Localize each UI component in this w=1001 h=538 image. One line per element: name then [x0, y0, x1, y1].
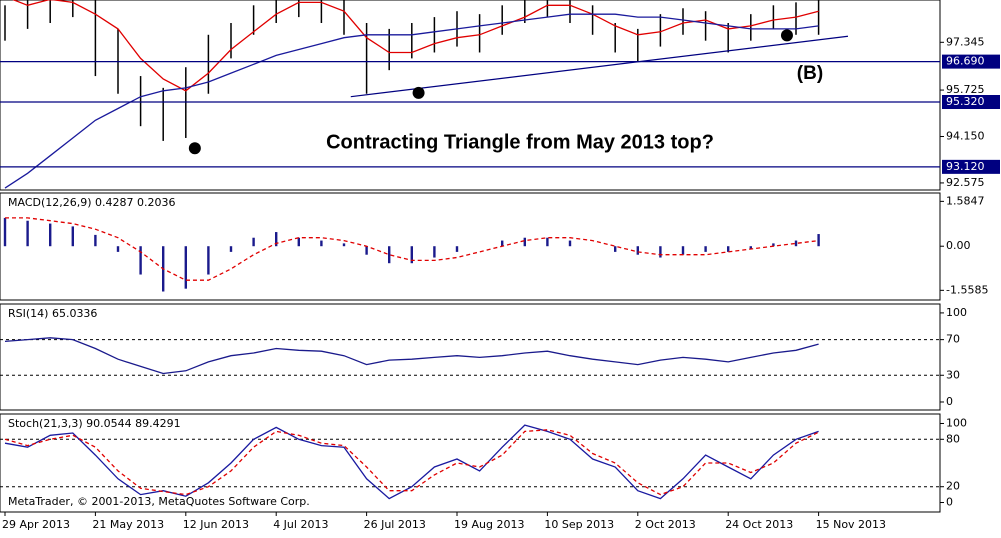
stoch-panel — [0, 413, 941, 513]
level-label: 96.690 — [946, 55, 985, 68]
histogram-bar — [704, 246, 707, 252]
footer: MetaTrader, © 2001-2013, MetaQuotes Soft… — [8, 495, 310, 508]
histogram-bar — [568, 240, 572, 247]
y-tick-label: 95.725 — [946, 83, 985, 96]
histogram-bar — [749, 246, 752, 250]
x-tick-label: 12 Jun 2013 — [183, 518, 249, 531]
y-tick-label: 70 — [946, 333, 960, 346]
histogram-bar — [501, 240, 504, 247]
histogram-bar — [794, 240, 798, 247]
series-line — [5, 217, 819, 281]
y-tick-label: 0.00 — [946, 239, 971, 252]
histogram-bar — [320, 240, 323, 247]
series-line — [4, 13, 819, 189]
annotation: Contracting Triangle from May 2013 top? — [326, 131, 714, 153]
y-tick-label: 92.575 — [946, 176, 985, 189]
x-tick-label: 26 Jul 2013 — [364, 518, 426, 531]
y-tick-label: 97.345 — [946, 35, 985, 48]
histogram-bar — [388, 246, 391, 264]
y-tick-label: 0 — [946, 496, 953, 509]
level-label-box — [942, 54, 1000, 69]
series-line — [4, 429, 819, 496]
histogram-bar — [433, 246, 436, 258]
histogram-bar — [455, 246, 459, 252]
panel-title: MACD(12,26,9) 0.4287 0.2036 — [8, 196, 176, 209]
histogram-bar — [614, 246, 617, 252]
x-tick-label: 15 Nov 2013 — [816, 518, 886, 531]
y-tick-label: 100 — [946, 306, 967, 319]
histogram-bar — [275, 232, 278, 247]
y-tick-label: 20 — [946, 480, 960, 493]
series-line — [4, 337, 819, 375]
histogram-bar — [116, 246, 120, 252]
histogram-bar — [49, 223, 52, 247]
histogram-bar — [817, 234, 820, 247]
x-tick-label: 10 Sep 2013 — [544, 518, 614, 531]
panel-title: Stoch(21,3,3) 90.0544 89.4291 — [8, 417, 181, 430]
histogram-bar — [365, 246, 368, 255]
pivot-marker — [412, 86, 425, 99]
level-label: 93.120 — [946, 160, 985, 173]
y-tick-label: 100 — [946, 416, 967, 429]
histogram-bar — [229, 246, 233, 252]
histogram-bar — [252, 237, 255, 247]
trendline — [350, 35, 849, 98]
y-tick-label: 80 — [946, 432, 960, 445]
pivot-marker — [188, 142, 201, 155]
level-label-box — [942, 95, 1000, 110]
y-tick-label: 30 — [946, 368, 960, 381]
histogram-bar — [636, 246, 639, 255]
histogram-bar — [139, 246, 142, 275]
histogram-bar — [772, 243, 775, 247]
histogram-bar — [523, 237, 526, 247]
x-tick-label: 24 Oct 2013 — [725, 518, 793, 531]
x-tick-label: 29 Apr 2013 — [2, 518, 70, 531]
histogram-bar — [727, 246, 730, 252]
histogram-bar — [659, 246, 662, 258]
price-panel — [0, 0, 941, 191]
histogram-bar — [410, 246, 413, 264]
panel-plot — [4, 0, 820, 189]
panel-plot — [3, 217, 820, 292]
histogram-bar — [546, 237, 549, 247]
histogram-bar — [3, 217, 7, 247]
histogram-bar — [94, 234, 97, 247]
y-tick-label: 0 — [946, 395, 953, 408]
series-line — [12, 0, 819, 92]
x-tick-label: 4 Jul 2013 — [273, 518, 328, 531]
x-tick-label: 21 May 2013 — [92, 518, 164, 531]
histogram-bar — [184, 246, 187, 289]
histogram-bar — [297, 237, 300, 247]
histogram-bar — [71, 226, 74, 247]
histogram-bar — [681, 246, 685, 255]
panel-plot — [0, 337, 940, 376]
y-tick-label: -1.5585 — [946, 283, 988, 296]
pivot-marker — [780, 29, 793, 42]
y-tick-label: 1.5847 — [946, 194, 985, 207]
wave-label: (B) — [797, 63, 823, 84]
histogram-bar — [26, 220, 29, 247]
x-tick-label: 2 Oct 2013 — [635, 518, 696, 531]
histogram-bar — [342, 243, 346, 247]
level-label-box — [942, 159, 1000, 174]
histogram-bar — [207, 246, 210, 275]
x-tick-label: 19 Aug 2013 — [454, 518, 524, 531]
series-line — [4, 424, 819, 500]
y-tick-label: 94.150 — [946, 129, 985, 142]
level-label: 95.320 — [946, 95, 985, 108]
panel-plot — [0, 424, 940, 500]
panel-title: RSI(14) 65.0336 — [8, 307, 97, 320]
rsi-panel — [0, 303, 941, 411]
